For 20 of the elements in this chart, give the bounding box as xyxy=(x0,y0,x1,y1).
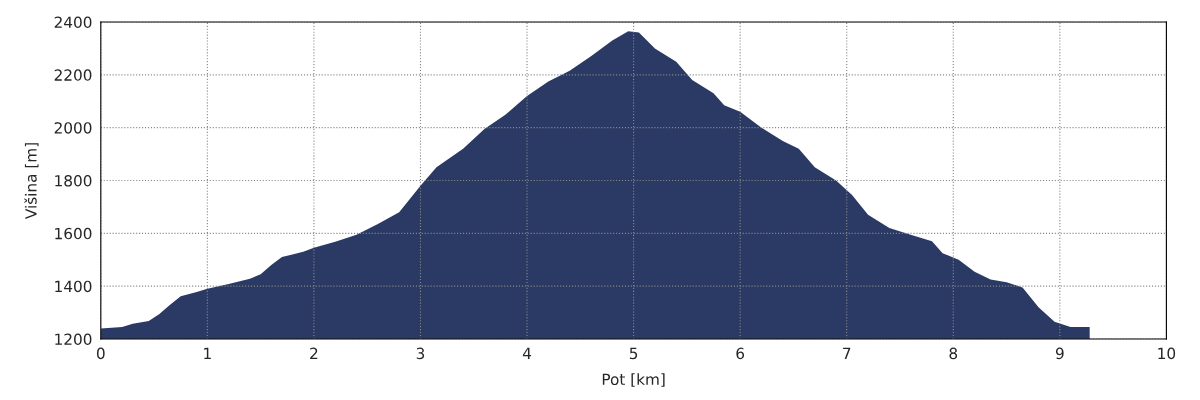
x-tick-label: 7 xyxy=(843,347,851,359)
y-axis-title: Višina [m] xyxy=(24,143,39,220)
x-tick-label: 3 xyxy=(416,347,425,360)
x-tick-label: 10 xyxy=(1158,347,1176,360)
x-tick-label: 9 xyxy=(1055,347,1064,360)
x-tick-label: 0 xyxy=(96,347,105,360)
y-tick-label: 2400 xyxy=(54,16,92,29)
x-tick-label: 6 xyxy=(736,347,745,360)
y-tick-label: 2000 xyxy=(54,122,92,134)
x-tick-label: 2 xyxy=(310,347,318,359)
y-tick-label: 2200 xyxy=(54,69,92,81)
y-tick-label: 1600 xyxy=(55,227,92,240)
y-tick-label: 1200 xyxy=(55,333,92,346)
x-tick-label: 4 xyxy=(522,347,532,359)
y-tick-label: 1800 xyxy=(55,174,92,187)
x-tick-label: 1 xyxy=(204,347,211,359)
x-axis-title: Pot [km] xyxy=(602,373,665,387)
y-tick-label: 1400 xyxy=(55,280,92,293)
x-tick-label: 8 xyxy=(949,347,958,360)
x-tick-label: 5 xyxy=(629,347,638,360)
